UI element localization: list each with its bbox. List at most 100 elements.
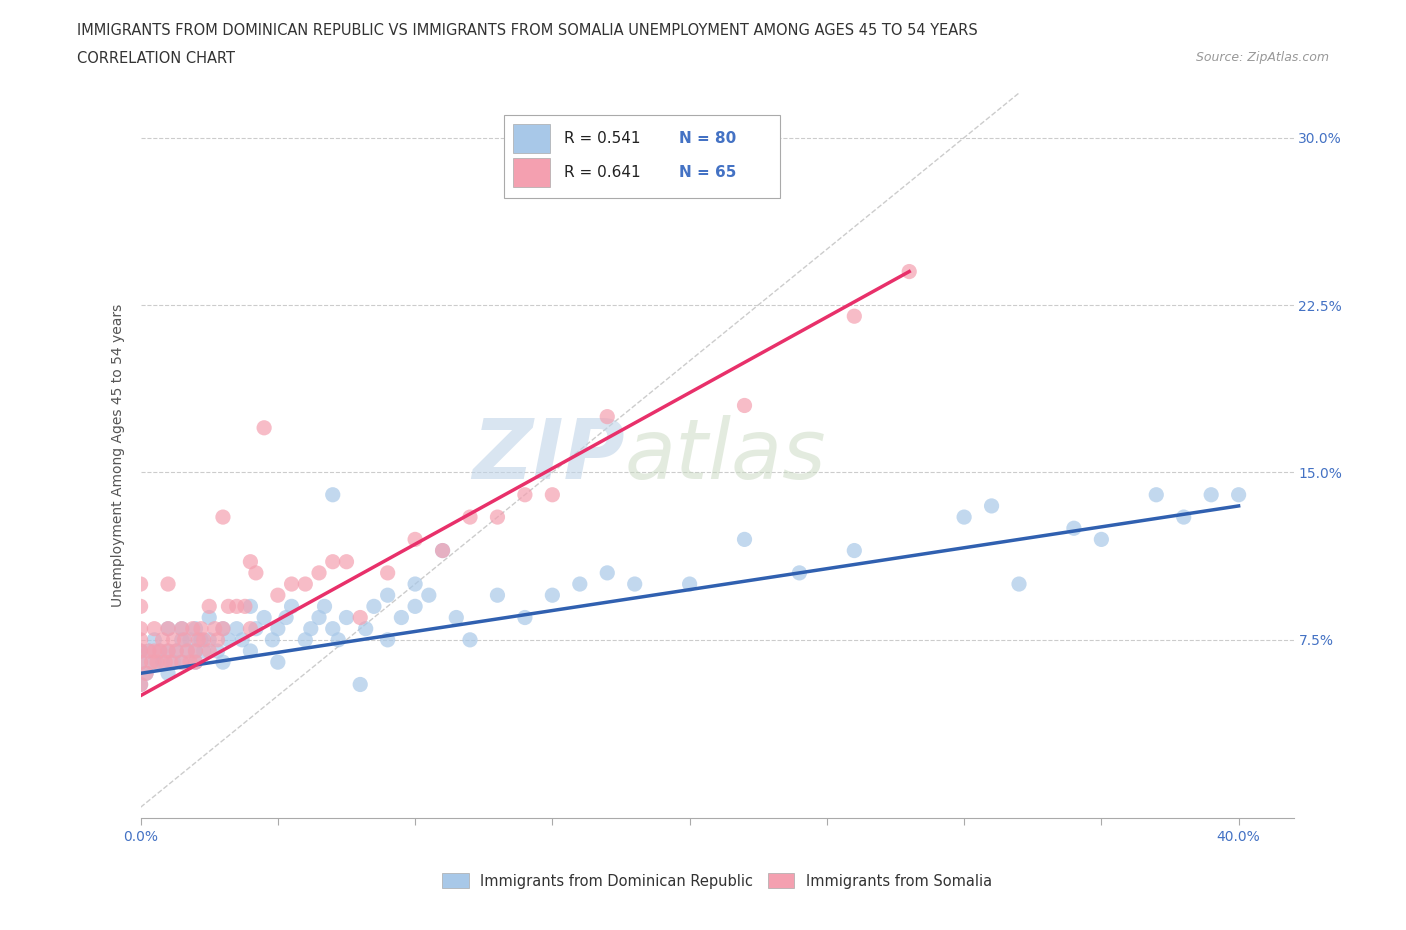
- Point: [239, 621, 262, 636]
- Point: [149, 644, 172, 658]
- Point: [162, 632, 184, 647]
- Point: [143, 632, 166, 647]
- Point: [198, 644, 221, 658]
- Point: [678, 153, 700, 167]
- Point: [541, 487, 564, 502]
- Point: [245, 565, 267, 580]
- Point: [267, 621, 290, 636]
- Point: [225, 599, 247, 614]
- Point: [458, 510, 481, 525]
- Point: [898, 264, 921, 279]
- Text: N = 80: N = 80: [679, 131, 737, 146]
- Point: [1063, 521, 1085, 536]
- Point: [143, 621, 166, 636]
- Point: [299, 621, 322, 636]
- Point: [170, 655, 193, 670]
- Point: [308, 565, 330, 580]
- Point: [184, 644, 207, 658]
- Point: [486, 588, 509, 603]
- Point: [184, 644, 207, 658]
- Point: [129, 577, 152, 591]
- Point: [1199, 487, 1222, 502]
- Point: [143, 644, 166, 658]
- Point: [157, 577, 180, 591]
- Point: [432, 543, 454, 558]
- Point: [176, 644, 198, 658]
- Point: [157, 666, 180, 681]
- Point: [239, 599, 262, 614]
- Point: [138, 644, 160, 658]
- Point: [253, 610, 276, 625]
- Point: [231, 632, 253, 647]
- Point: [446, 610, 468, 625]
- Point: [217, 632, 239, 647]
- Text: atlas: atlas: [624, 415, 827, 497]
- Point: [458, 632, 481, 647]
- Point: [1008, 577, 1031, 591]
- Point: [204, 621, 226, 636]
- Point: [141, 655, 163, 670]
- Point: [207, 644, 229, 658]
- Point: [294, 577, 316, 591]
- Point: [193, 632, 215, 647]
- Point: [190, 621, 212, 636]
- Point: [129, 655, 152, 670]
- Point: [678, 577, 700, 591]
- Point: [129, 677, 152, 692]
- Point: [157, 644, 180, 658]
- Text: IMMIGRANTS FROM DOMINICAN REPUBLIC VS IMMIGRANTS FROM SOMALIA UNEMPLOYMENT AMONG: IMMIGRANTS FROM DOMINICAN REPUBLIC VS IM…: [77, 23, 979, 38]
- Point: [129, 644, 152, 658]
- Point: [335, 554, 357, 569]
- Text: CORRELATION CHART: CORRELATION CHART: [77, 51, 235, 66]
- Point: [198, 599, 221, 614]
- Point: [274, 610, 297, 625]
- Y-axis label: Unemployment Among Ages 45 to 54 years: Unemployment Among Ages 45 to 54 years: [111, 304, 125, 607]
- Point: [138, 644, 160, 658]
- Point: [143, 655, 166, 670]
- Point: [245, 621, 267, 636]
- Point: [233, 599, 256, 614]
- Point: [187, 632, 209, 647]
- Point: [198, 632, 221, 647]
- Point: [953, 510, 976, 525]
- Point: [1227, 487, 1250, 502]
- Point: [322, 487, 344, 502]
- Point: [267, 588, 290, 603]
- Text: R = 0.641: R = 0.641: [564, 166, 640, 180]
- Point: [262, 632, 284, 647]
- Point: [280, 599, 302, 614]
- Point: [184, 621, 207, 636]
- Point: [184, 655, 207, 670]
- Point: [568, 577, 591, 591]
- Point: [152, 632, 174, 647]
- Point: [176, 644, 198, 658]
- Point: [253, 420, 276, 435]
- Point: [184, 655, 207, 670]
- Point: [322, 621, 344, 636]
- Point: [129, 677, 152, 692]
- Point: [165, 644, 187, 658]
- Point: [193, 644, 215, 658]
- Point: [179, 632, 201, 647]
- Text: Source: ZipAtlas.com: Source: ZipAtlas.com: [1195, 51, 1329, 64]
- Point: [734, 532, 756, 547]
- Point: [198, 610, 221, 625]
- Point: [328, 632, 350, 647]
- Point: [294, 632, 316, 647]
- Point: [513, 487, 536, 502]
- Point: [162, 655, 184, 670]
- Point: [541, 588, 564, 603]
- Legend: Immigrants from Dominican Republic, Immigrants from Somalia: Immigrants from Dominican Republic, Immi…: [436, 868, 998, 895]
- Point: [155, 655, 177, 670]
- Text: ZIP: ZIP: [472, 415, 624, 497]
- Point: [129, 655, 152, 670]
- Point: [734, 398, 756, 413]
- Point: [212, 655, 235, 670]
- Point: [322, 554, 344, 569]
- Point: [404, 599, 426, 614]
- Point: [239, 554, 262, 569]
- Point: [165, 644, 187, 658]
- Point: [308, 610, 330, 625]
- Point: [157, 644, 180, 658]
- FancyBboxPatch shape: [513, 158, 550, 187]
